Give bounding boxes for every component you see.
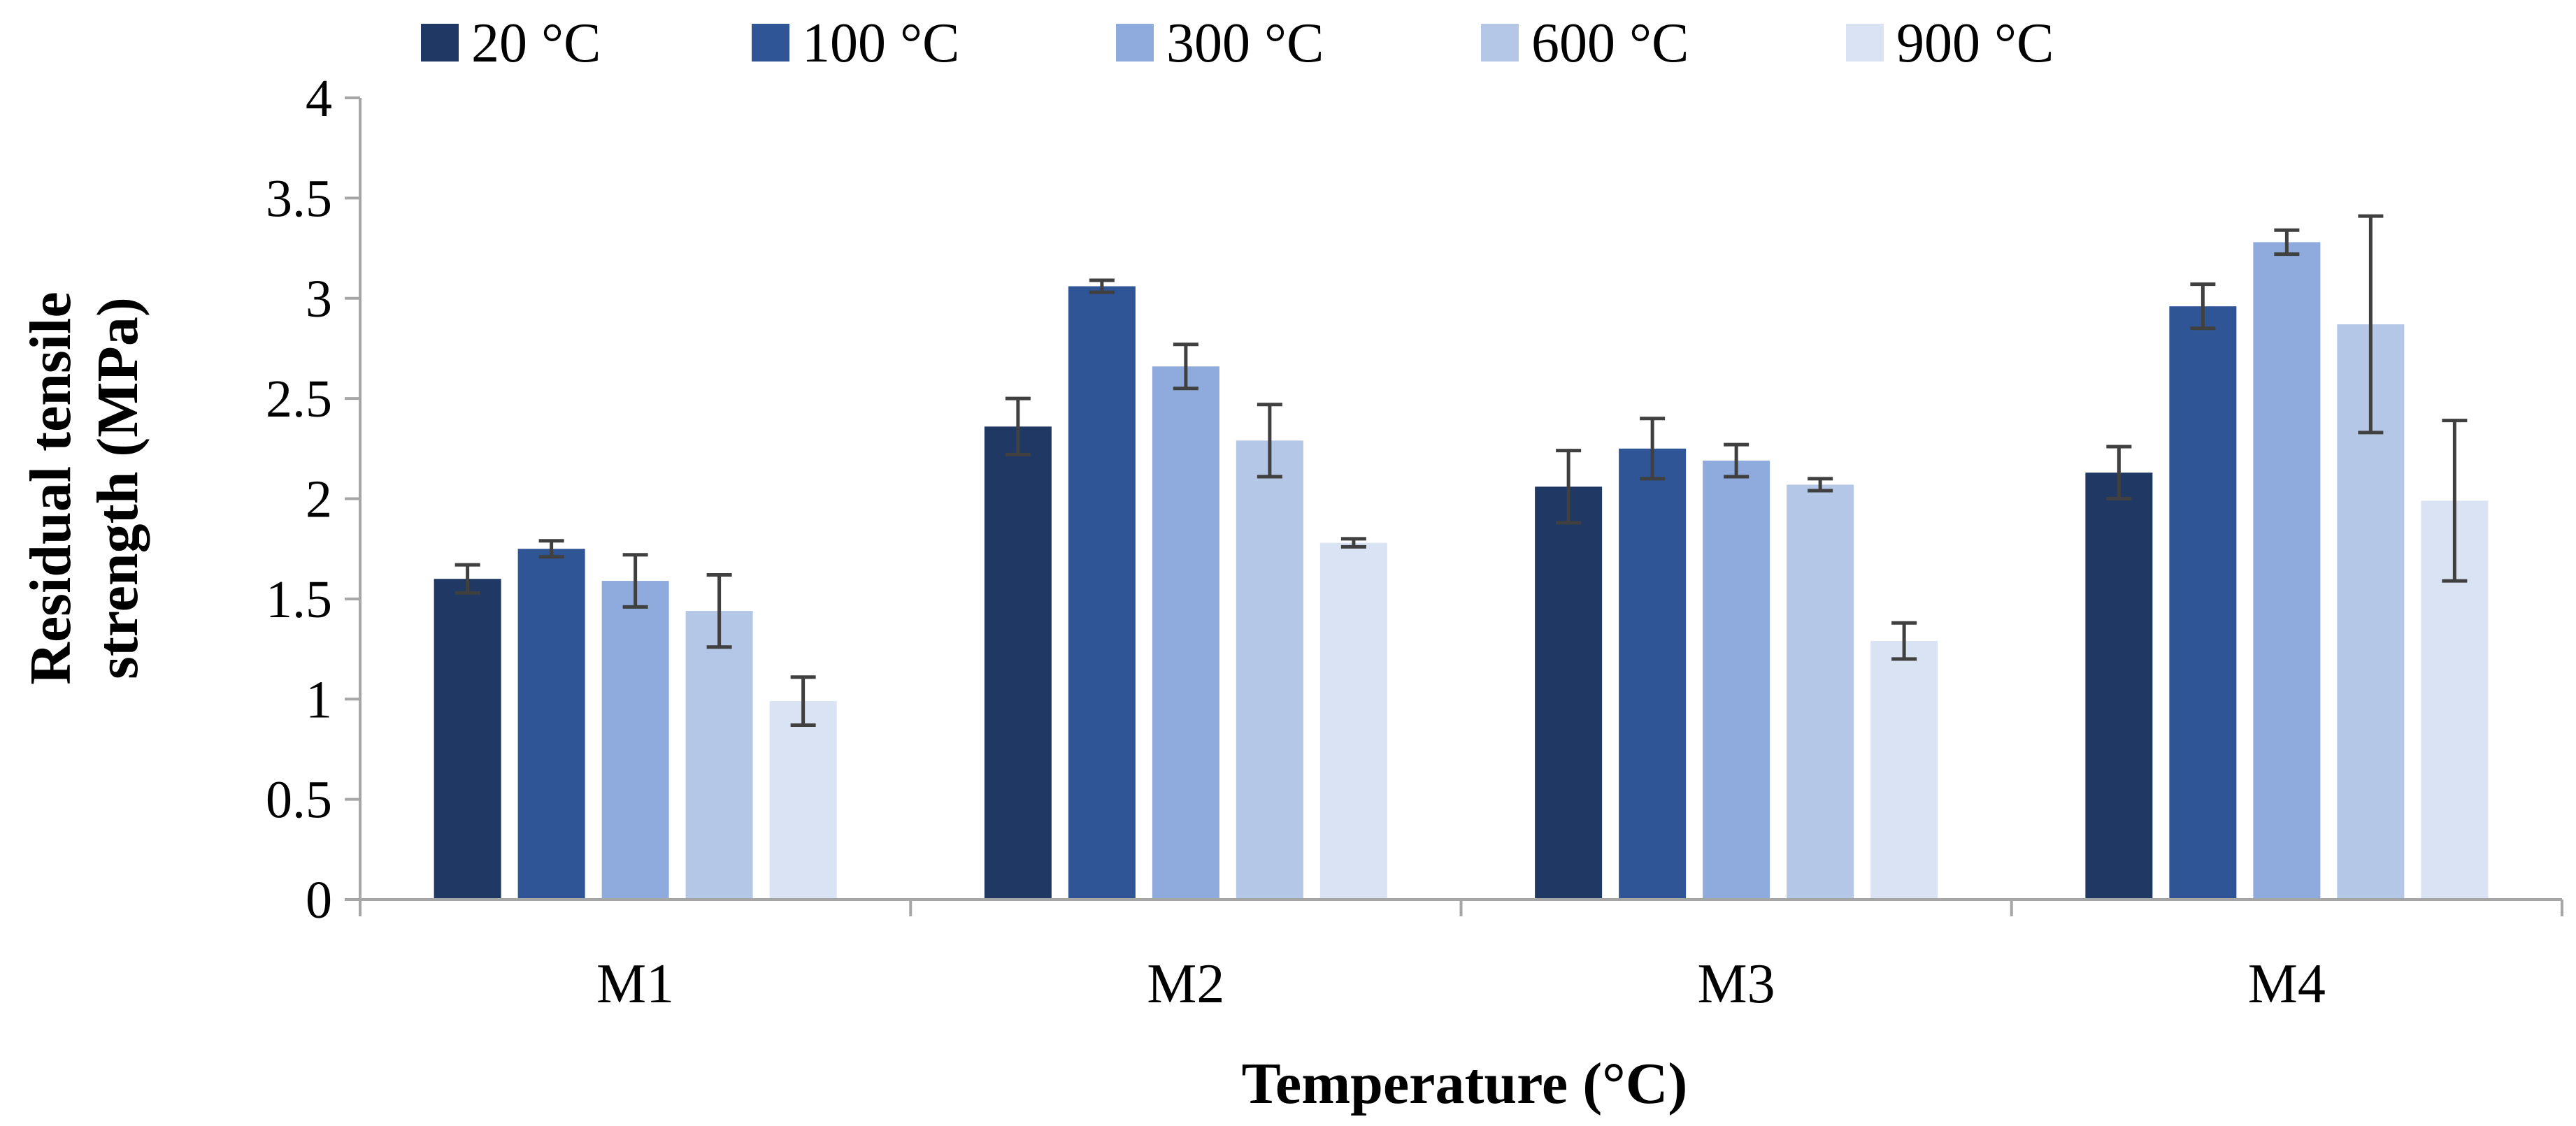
legend-swatch bbox=[752, 24, 789, 62]
x-category-label: M4 bbox=[2248, 953, 2326, 1015]
bar-m3-series-1 bbox=[1535, 486, 1603, 900]
y-tick-label: 2 bbox=[306, 470, 332, 529]
bar-m1-series-4 bbox=[685, 611, 753, 900]
bar-m2-series-1 bbox=[984, 426, 1052, 900]
y-tick-label: 2.5 bbox=[266, 370, 332, 428]
y-axis: 0 0.5 1 1.5 2 2.5 3 3.5 4 bbox=[266, 69, 362, 930]
legend-swatch bbox=[1116, 24, 1154, 62]
legend-label: 100 °C bbox=[802, 13, 959, 74]
legend-swatch bbox=[1846, 24, 1884, 62]
bar-m2-series-4 bbox=[1236, 440, 1303, 900]
y-axis-title-line-2: strength (MPa) bbox=[85, 297, 150, 679]
bars bbox=[434, 242, 2489, 900]
bar-m3-series-5 bbox=[1870, 641, 1938, 900]
bar-m2-series-2 bbox=[1068, 286, 1136, 900]
bar-m1-series-5 bbox=[769, 701, 837, 900]
x-category-label: M1 bbox=[596, 953, 674, 1015]
legend: 20 °C 100 °C 300 °C 600 °C 900 °C bbox=[421, 13, 2054, 74]
y-tick-label: 0.5 bbox=[266, 771, 332, 830]
y-axis-title-line-1: Residual tensile bbox=[18, 291, 83, 684]
bar-m3-series-3 bbox=[1703, 461, 1770, 900]
legend-label: 600 °C bbox=[1531, 13, 1689, 74]
y-tick-label: 0 bbox=[306, 871, 332, 930]
bar-m1-series-1 bbox=[434, 579, 501, 900]
legend-label: 900 °C bbox=[1896, 13, 2054, 74]
axis-titles: Temperature (°C) Residual tensile strength… bbox=[18, 291, 1687, 1116]
y-tick-label: 3.5 bbox=[266, 169, 332, 228]
bar-m3-series-4 bbox=[1787, 484, 1854, 900]
legend-label: 20 °C bbox=[471, 13, 601, 74]
x-axis-title: Temperature (°C) bbox=[1242, 1051, 1688, 1116]
legend-swatch bbox=[1481, 24, 1519, 62]
error-bars bbox=[455, 214, 2468, 728]
legend-swatch bbox=[421, 24, 459, 62]
bar-m2-series-5 bbox=[1319, 542, 1387, 900]
y-tick-label: 4 bbox=[306, 69, 332, 128]
x-axis: M1 M2 M3 M4 bbox=[359, 898, 2563, 1015]
bar-m4-series-2 bbox=[2169, 306, 2237, 900]
bar-m1-series-3 bbox=[601, 581, 669, 900]
x-category-label: M3 bbox=[1698, 953, 1775, 1015]
x-category-label: M2 bbox=[1147, 953, 1224, 1015]
bar-m1-series-2 bbox=[517, 549, 585, 900]
bar-m4-series-1 bbox=[2085, 472, 2153, 900]
y-tick-label: 1.5 bbox=[266, 570, 332, 629]
y-tick-label: 1 bbox=[306, 670, 332, 729]
y-tick-label: 3 bbox=[306, 270, 332, 329]
bar-m3-series-2 bbox=[1619, 448, 1687, 900]
bar-m4-series-3 bbox=[2253, 242, 2321, 900]
legend-label: 300 °C bbox=[1166, 13, 1324, 74]
bar-m2-series-3 bbox=[1152, 366, 1219, 900]
